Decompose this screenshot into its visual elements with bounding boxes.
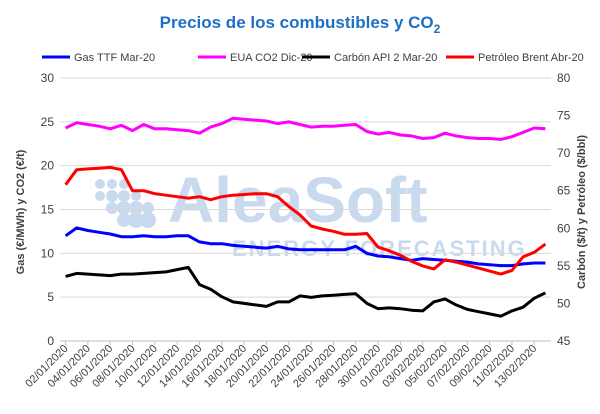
watermark-dot xyxy=(106,202,118,214)
watermark-dots-icon xyxy=(95,179,156,228)
series-line xyxy=(64,226,546,268)
y-right-tick-label: 75 xyxy=(557,109,571,123)
y-left-tick-label: 30 xyxy=(41,71,55,85)
gridlines xyxy=(60,77,551,342)
y-right-tick-label: 45 xyxy=(557,334,571,348)
y-right-tick-label: 55 xyxy=(557,259,571,273)
chart-title-subscript: 2 xyxy=(434,22,441,36)
watermark-dot xyxy=(131,191,141,201)
watermark-dot xyxy=(106,190,118,202)
series-line xyxy=(65,265,547,318)
watermark-dot xyxy=(128,212,144,228)
y-left-tick-label: 25 xyxy=(41,115,55,129)
watermark-dot xyxy=(107,179,117,189)
x-axis-ticks: 02/01/202004/01/202006/01/202008/01/2020… xyxy=(23,341,539,390)
y-axis-left-ticks: 0 5 10 15 20 25 30 xyxy=(41,71,55,348)
watermark-dot xyxy=(118,190,130,202)
y-right-tick-label: 70 xyxy=(557,146,571,160)
watermark-dot xyxy=(117,213,131,227)
legend-label: Carbón API 2 Mar-20 xyxy=(334,52,437,64)
y-left-tick-label: 15 xyxy=(41,203,55,217)
watermark-dot xyxy=(142,202,154,214)
y-right-tick-label: 80 xyxy=(557,71,571,85)
series-lines xyxy=(64,116,547,318)
y-axis-right-label: Carbón ($/t) y Petróleo ($/bbl) xyxy=(576,135,588,289)
legend-label: EUA CO2 Dic-20 xyxy=(230,52,313,64)
legend-label: Gas TTF Mar-20 xyxy=(74,52,155,64)
watermark-dot xyxy=(95,191,105,201)
watermark-dot xyxy=(117,201,131,215)
y-right-tick-label: 65 xyxy=(557,184,571,198)
y-right-tick-label: 60 xyxy=(557,221,571,235)
legend: Gas TTF Mar-20 EUA CO2 Dic-20 Carbón API 2… xyxy=(42,52,584,64)
watermark: AleaSoft ENERGY FORECASTING xyxy=(95,164,525,261)
series-line xyxy=(64,116,546,141)
y-right-tick-label: 50 xyxy=(557,296,571,310)
chart-title: Precios de los combustibles y CO2 xyxy=(160,13,441,36)
y-left-tick-label: 5 xyxy=(47,290,54,304)
y-left-tick-label: 0 xyxy=(47,334,54,348)
y-left-tick-label: 20 xyxy=(41,159,55,173)
y-axis-left-label: Gas (€/MWh) y CO2 (€/t) xyxy=(15,149,27,274)
series-line xyxy=(64,165,547,276)
chart-title-main: Precios de los combustibles y CO xyxy=(160,13,434,32)
legend-label: Petróleo Brent Abr-20 xyxy=(478,52,584,64)
y-left-tick-label: 10 xyxy=(41,246,55,260)
watermark-dot xyxy=(95,179,105,189)
watermark-dot xyxy=(140,212,156,228)
y-axis-right-ticks: 45 50 55 60 65 70 75 80 xyxy=(557,71,571,348)
watermark-dot xyxy=(129,201,143,215)
